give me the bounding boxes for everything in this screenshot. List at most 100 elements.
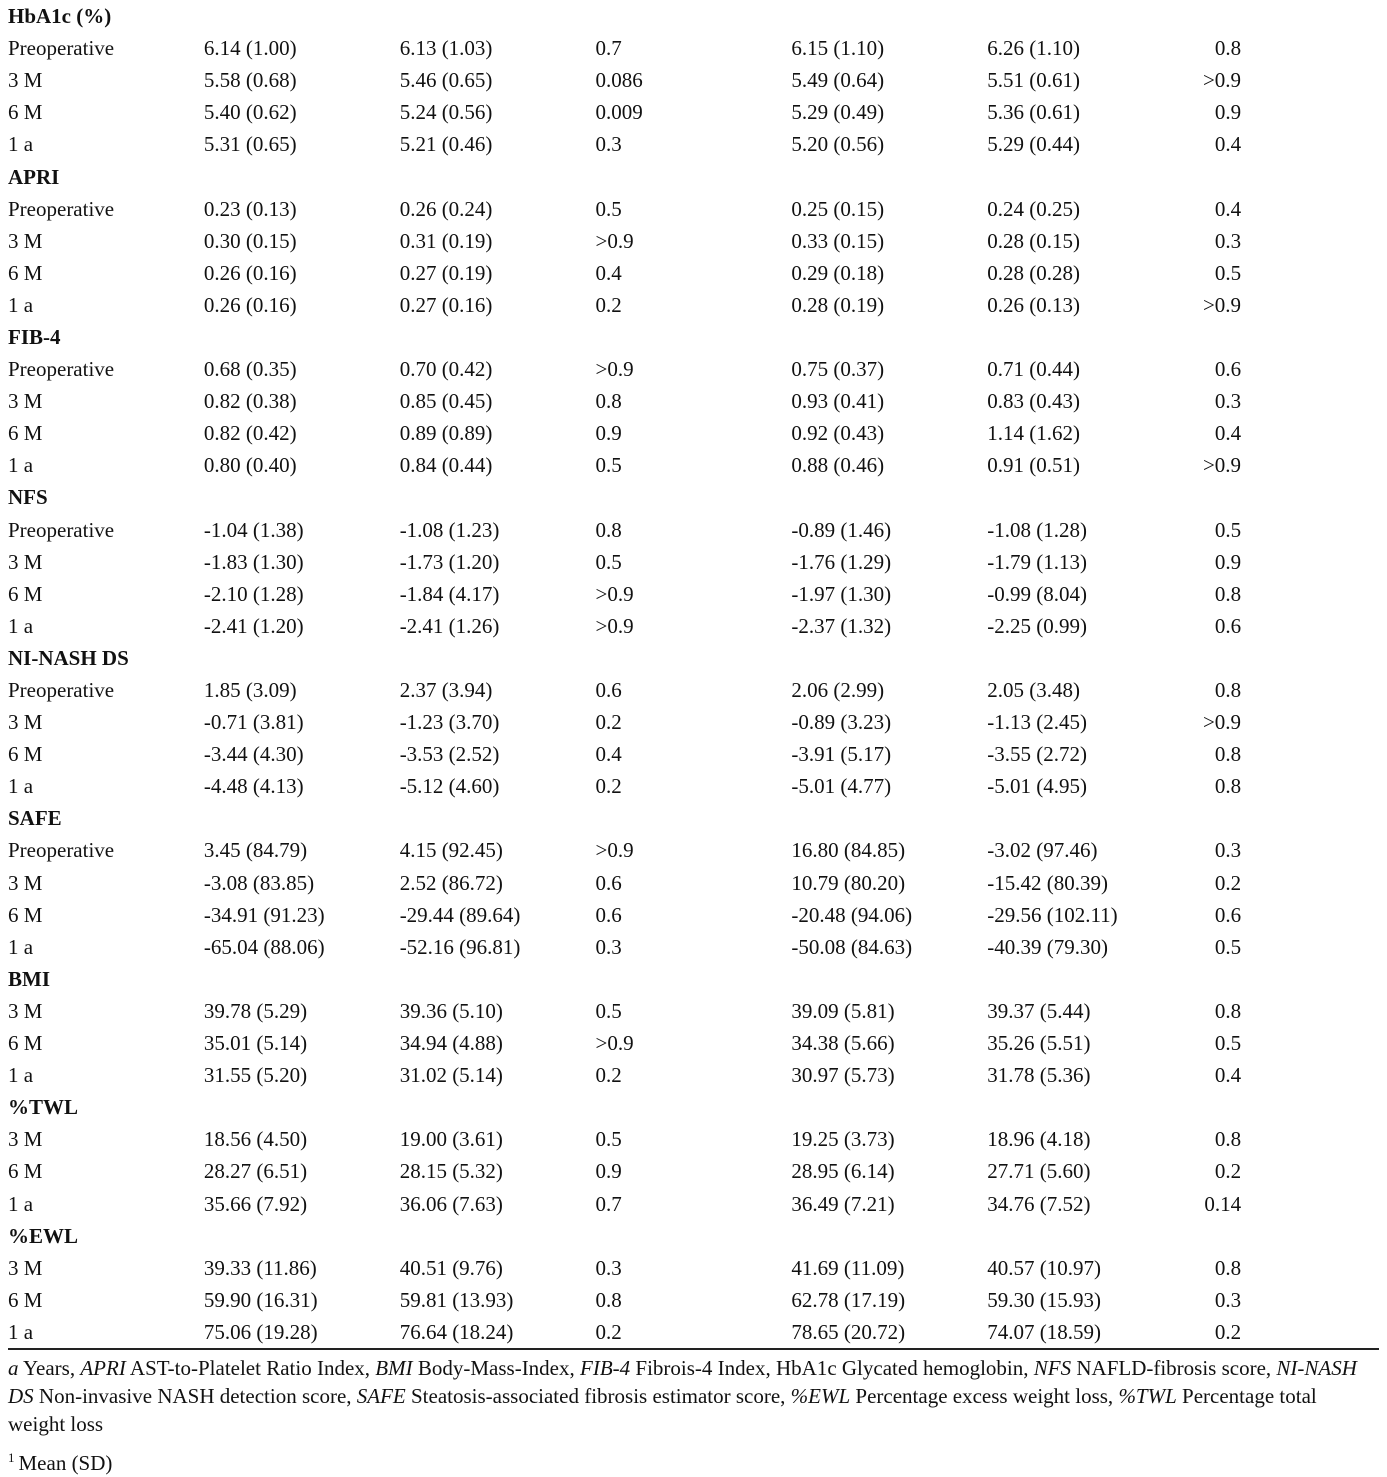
- value-cell: 1.85 (3.09): [203, 678, 297, 703]
- section-title: %EWL: [8, 1223, 79, 1248]
- p-value-cell-container: 0.8: [1183, 578, 1379, 610]
- p-value-cell: 0.2: [595, 710, 622, 735]
- table-row: 6 M -34.91 (91.23) -29.44 (89.64) 0.6 -20.48…: [8, 899, 1379, 931]
- p-value-cell: 0.086: [595, 68, 643, 93]
- value-cell: 74.07 (18.59): [987, 1315, 1184, 1350]
- p-value-cell: >0.9: [1202, 68, 1242, 93]
- table-row: 1 a -2.41 (1.20) -2.41 (1.26) >0.9 -2.37 (1.…: [8, 610, 1379, 642]
- table-row: 6 M 0.82 (0.42) 0.89 (0.89) 0.9 0.92 (0.43) 1…: [8, 417, 1379, 449]
- section-title: %TWL: [8, 1095, 79, 1120]
- section-title: NI-NASH DS: [8, 645, 129, 670]
- p-value-cell: 0.4: [1214, 132, 1242, 157]
- row-label: 3 M: [8, 1127, 43, 1152]
- value-cell: 3.45 (84.79): [203, 838, 308, 863]
- p-value-cell: >0.9: [1202, 710, 1242, 735]
- value-cell: -3.53 (2.52): [399, 742, 500, 767]
- p-value-cell: 0.4: [1214, 421, 1242, 446]
- p-value-cell: 0.4: [1214, 1063, 1242, 1088]
- p-value-cell-container: 0.8: [1183, 1123, 1379, 1155]
- value-cell: 0.26 (0.24): [399, 196, 493, 221]
- value-cell: 75.06 (19.28): [203, 1315, 400, 1350]
- value-cell: 0.82 (0.42): [203, 421, 297, 446]
- value-cell: -1.73 (1.20): [399, 549, 500, 574]
- row-label: 3 M: [8, 228, 43, 253]
- value-cell: 10.79 (80.20): [791, 870, 906, 895]
- note-text: Mean (SD): [18, 1450, 113, 1475]
- p-value-cell-container: 0.5: [1183, 514, 1379, 546]
- p-value-cell: 0.009: [595, 100, 643, 125]
- p-value-cell: 0.8: [595, 389, 622, 414]
- table-row: Preoperative 0.68 (0.35) 0.70 (0.42) >0.9 0.…: [8, 353, 1379, 385]
- table-row: 1 a 0.80 (0.40) 0.84 (0.44) 0.5 0.88 (0.46) 0…: [8, 449, 1379, 481]
- p-value-cell-container: 0.5: [1183, 1027, 1379, 1059]
- value-cell: 0.33 (0.15): [791, 228, 885, 253]
- value-cell: 36.06 (7.63): [399, 1191, 503, 1216]
- p-value-cell: 0.3: [1214, 228, 1242, 253]
- value-cell: -5.12 (4.60): [399, 774, 500, 799]
- value-cell: 0.30 (0.15): [203, 228, 297, 253]
- value-cell: 5.24 (0.56): [399, 100, 493, 125]
- p-value-cell: 0.8: [1214, 678, 1242, 703]
- value-cell: 39.36 (5.10): [399, 998, 503, 1023]
- value-cell: 0.27 (0.19): [399, 260, 493, 285]
- table-row: 3 M 0.82 (0.38) 0.85 (0.45) 0.8 0.93 (0.41) 0…: [8, 385, 1379, 417]
- p-value-cell: 0.2: [595, 292, 622, 317]
- value-cell: 76.64 (18.24): [399, 1315, 596, 1350]
- row-label: 6 M: [8, 581, 43, 606]
- value-cell: 5.29 (0.49): [791, 100, 885, 125]
- p-value-cell: >0.9: [1202, 292, 1242, 317]
- abbreviation-definition: Fibrois-4 Index, HbA1c Glycated hemoglob…: [630, 1355, 1034, 1380]
- value-cell: -1.04 (1.38): [203, 517, 304, 542]
- p-value-cell: >0.9: [595, 228, 634, 253]
- table-row: 6 M -2.10 (1.28) -1.84 (4.17) >0.9 -1.97 (1.…: [8, 578, 1379, 610]
- p-value-cell: 0.5: [595, 549, 622, 574]
- table-row: 3 M -1.83 (1.30) -1.73 (1.20) 0.5 -1.76 (1.2…: [8, 546, 1379, 578]
- value-cell: -0.89 (1.46): [791, 517, 892, 542]
- row-label: 1 a: [8, 1191, 34, 1216]
- p-value-cell-container: 0.6: [1183, 610, 1379, 642]
- p-value-cell: >0.9: [595, 838, 634, 863]
- p-value-cell-container: >0.9: [1183, 449, 1379, 481]
- p-value-cell: 0.7: [595, 36, 622, 61]
- p-value-cell: 0.9: [595, 1159, 622, 1184]
- value-cell: 5.20 (0.56): [791, 132, 885, 157]
- abbreviation: NI-NASH DS: [8, 1355, 1357, 1408]
- abbreviation: NFS: [1033, 1355, 1072, 1380]
- value-cell: -2.37 (1.32): [791, 613, 892, 638]
- p-value-cell-container: 0.6: [1183, 899, 1379, 931]
- p-value-cell: 0.5: [595, 1127, 622, 1152]
- row-label: 1 a: [8, 1315, 204, 1350]
- value-cell: 0.75 (0.37): [791, 357, 885, 382]
- value-cell: -0.99 (8.04): [987, 581, 1087, 606]
- abbreviation-definition: Non-invasive NASH detection score,: [33, 1383, 357, 1408]
- p-value-cell: 0.3: [595, 1255, 622, 1280]
- value-cell: -29.56 (102.11): [987, 902, 1118, 927]
- value-cell: 30.97 (5.73): [791, 1063, 895, 1088]
- row-label: 6 M: [8, 1031, 43, 1056]
- value-cell: -29.44 (89.64): [399, 902, 521, 927]
- p-value-cell: 0.2: [595, 1315, 792, 1350]
- table-row: 3 M -0.71 (3.81) -1.23 (3.70) 0.2 -0.89 (3.2…: [8, 706, 1379, 738]
- p-value-cell: 0.2: [1214, 870, 1242, 895]
- p-value-cell: 0.6: [595, 678, 622, 703]
- value-cell: 40.57 (10.97): [987, 1255, 1101, 1280]
- p-value-cell: 0.8: [1214, 998, 1242, 1023]
- row-label: Preoperative: [8, 36, 115, 61]
- value-cell: 18.56 (4.50): [203, 1127, 308, 1152]
- value-cell: -1.97 (1.30): [791, 581, 892, 606]
- value-cell: 34.38 (5.66): [791, 1031, 895, 1056]
- value-cell: 0.71 (0.44): [987, 357, 1080, 382]
- value-cell: 0.28 (0.15): [987, 228, 1080, 253]
- p-value-cell-container: 0.3: [1183, 834, 1379, 866]
- row-label: 3 M: [8, 870, 43, 895]
- p-value-cell-container: 0.6: [1183, 353, 1379, 385]
- p-value-cell-container: 0.5: [1183, 931, 1379, 963]
- p-value-cell-container: >0.9: [1183, 289, 1379, 321]
- abbreviation-definition: Percentage total weight loss: [8, 1383, 1317, 1436]
- value-cell: 6.15 (1.10): [791, 36, 885, 61]
- value-cell: 0.85 (0.45): [399, 389, 493, 414]
- section-header-row: SAFE: [8, 802, 1379, 834]
- value-cell: 35.66 (7.92): [203, 1191, 308, 1216]
- p-value-cell-container: 0.2: [1183, 867, 1379, 899]
- value-cell: -2.25 (0.99): [987, 613, 1087, 638]
